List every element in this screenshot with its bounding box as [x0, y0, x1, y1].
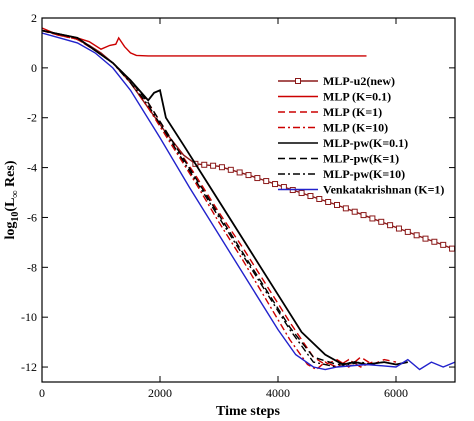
y-tick-label: -4	[27, 161, 37, 175]
y-tick-label: -6	[27, 210, 37, 224]
series-marker	[369, 215, 376, 222]
series-line-2	[42, 27, 367, 57]
legend-label: MLP-pw(K=0.1)	[323, 136, 408, 150]
axis-ticks: 0 2000 4000 6000 2 0 -2 -4 -6 -8 -10 -12	[21, 11, 455, 400]
y-tick-label: 0	[31, 61, 37, 75]
y-tick-label: 2	[31, 11, 37, 25]
series-marker	[449, 245, 456, 252]
legend-label: MLP (K=1)	[323, 105, 382, 119]
y-label-end: Res)	[3, 160, 18, 190]
series-marker	[351, 208, 358, 215]
legend-label: MLP-u2(new)	[323, 74, 395, 88]
series-marker	[413, 232, 420, 239]
series-marker	[422, 235, 429, 242]
y-tick-label: -10	[21, 310, 37, 324]
series-marker	[201, 161, 208, 168]
series-line-8	[42, 32, 455, 371]
series-marker	[316, 196, 323, 203]
series-marker	[395, 225, 402, 232]
series-marker	[325, 198, 332, 205]
legend-label: MLP (K=0.1)	[323, 90, 391, 104]
series-marker	[440, 241, 447, 248]
series-marker	[404, 228, 411, 235]
series-marker	[227, 166, 234, 173]
series-marker	[342, 205, 349, 212]
x-tick-label: 6000	[384, 386, 408, 400]
series-marker	[387, 222, 394, 229]
y-tick-label: -8	[27, 260, 37, 274]
y-axis-label: log10(L∞ Res)	[3, 160, 21, 239]
series-line-6	[42, 29, 397, 366]
series-marker	[245, 172, 252, 179]
series-marker	[360, 212, 367, 219]
y-tick-label: -2	[27, 111, 37, 125]
series-marker	[307, 193, 314, 200]
x-axis-label: Time steps	[216, 404, 280, 419]
x-tick-label: 0	[39, 386, 45, 400]
legend-label: MLP (K=10)	[323, 121, 388, 135]
legend-label: MLP-pw(K=10)	[323, 167, 405, 181]
x-tick-label: 4000	[266, 386, 290, 400]
y-label-inf: ∞	[10, 190, 21, 197]
series-layer	[42, 27, 456, 371]
x-tick-label: 2000	[148, 386, 172, 400]
series-marker	[254, 175, 261, 182]
y-label-main: log	[3, 222, 18, 240]
series-marker	[210, 162, 217, 169]
series-marker	[298, 190, 305, 197]
legend: MLP-u2(new) MLP (K=0.1)MLP (K=1) MLP (K=10…	[278, 74, 444, 197]
y-label-sub: 10	[10, 212, 21, 222]
legend-label: MLP-pw(K=1)	[323, 152, 399, 166]
series-marker	[431, 238, 438, 245]
y-tick-label: -12	[21, 360, 37, 374]
legend-marker	[295, 78, 301, 84]
legend-label: Venkatakrishnan (K=1)	[323, 183, 444, 197]
series-marker	[334, 201, 340, 208]
series-marker	[218, 164, 225, 171]
plot-frame	[41, 17, 456, 383]
series-marker	[272, 181, 279, 188]
y-label-rest: (L	[3, 198, 18, 212]
series-marker	[378, 218, 385, 225]
series-marker	[236, 169, 243, 176]
series-marker	[263, 178, 270, 185]
series-line-3	[42, 29, 397, 368]
